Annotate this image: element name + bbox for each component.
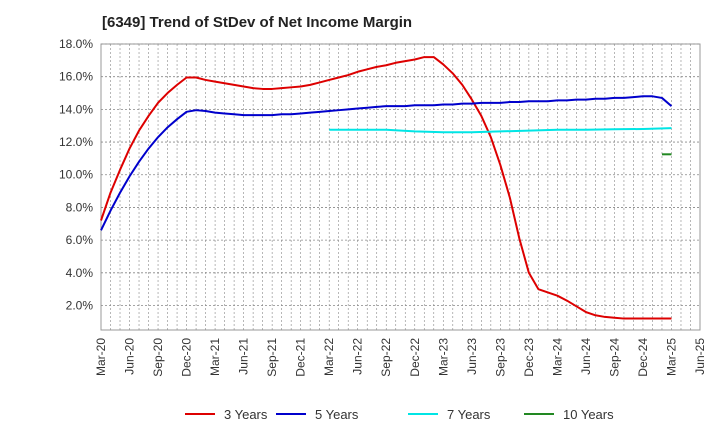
plot-area	[100, 43, 701, 331]
y-tick-label: 18.0%	[59, 37, 93, 51]
x-tick-label: Dec-23	[522, 338, 536, 377]
x-tick-label: Mar-22	[322, 338, 336, 376]
x-tick-label: Mar-21	[208, 338, 222, 376]
x-tick-label: Sep-21	[265, 338, 279, 377]
legend-label-7-years: 7 Years	[447, 407, 491, 422]
x-tick-label: Jun-21	[237, 338, 251, 375]
x-tick-label: Sep-23	[493, 338, 507, 377]
x-tick-label: Mar-25	[664, 338, 678, 376]
y-tick-label: 16.0%	[59, 70, 93, 84]
legend-layer: 3 Years 5 Years 7 Years 10 Years	[185, 407, 614, 422]
x-tick-label: Dec-24	[636, 338, 650, 377]
grid-layer	[100, 43, 701, 331]
y-tick-label: 6.0%	[66, 233, 94, 247]
legend-label-3-years: 3 Years	[224, 407, 268, 422]
x-tick-label: Sep-22	[379, 338, 393, 377]
x-tick-label: Dec-22	[408, 338, 422, 377]
legend-label-10-years: 10 Years	[563, 407, 614, 422]
x-tick-label: Jun-22	[351, 338, 365, 375]
y-tick-label: 4.0%	[66, 266, 94, 280]
x-tick-label: Jun-23	[465, 338, 479, 375]
x-tick-label: Jun-20	[123, 338, 137, 375]
series-layer	[100, 56, 673, 320]
axis-layer: 2.0% 4.0% 6.0% 8.0% 10.0% 12.0% 14.0% 16.0% 18.0…	[59, 37, 707, 377]
legend-label-5-years: 5 Years	[315, 407, 359, 422]
y-tick-label: 12.0%	[59, 135, 93, 149]
y-tick-label: 10.0%	[59, 168, 93, 182]
x-tick-label: Sep-20	[151, 338, 165, 377]
y-tick-label: 8.0%	[66, 200, 94, 214]
x-tick-label: Jun-25	[693, 338, 707, 375]
chart-title: [6349] Trend of StDev of Net Income Marg…	[102, 14, 413, 31]
x-tick-label: Dec-21	[294, 338, 308, 377]
series-line-3-years	[100, 56, 672, 320]
series-line-5-years	[100, 95, 673, 231]
x-tick-label: Mar-20	[94, 338, 108, 376]
y-tick-label: 2.0%	[66, 298, 94, 312]
x-tick-label: Dec-20	[180, 338, 194, 377]
x-tick-label: Jun-24	[579, 338, 593, 375]
x-tick-label: Mar-24	[550, 338, 564, 376]
x-tick-label: Sep-24	[607, 338, 621, 377]
series-line-7-years	[329, 127, 672, 134]
y-tick-label: 14.0%	[59, 102, 93, 116]
x-tick-label: Mar-23	[436, 338, 450, 376]
